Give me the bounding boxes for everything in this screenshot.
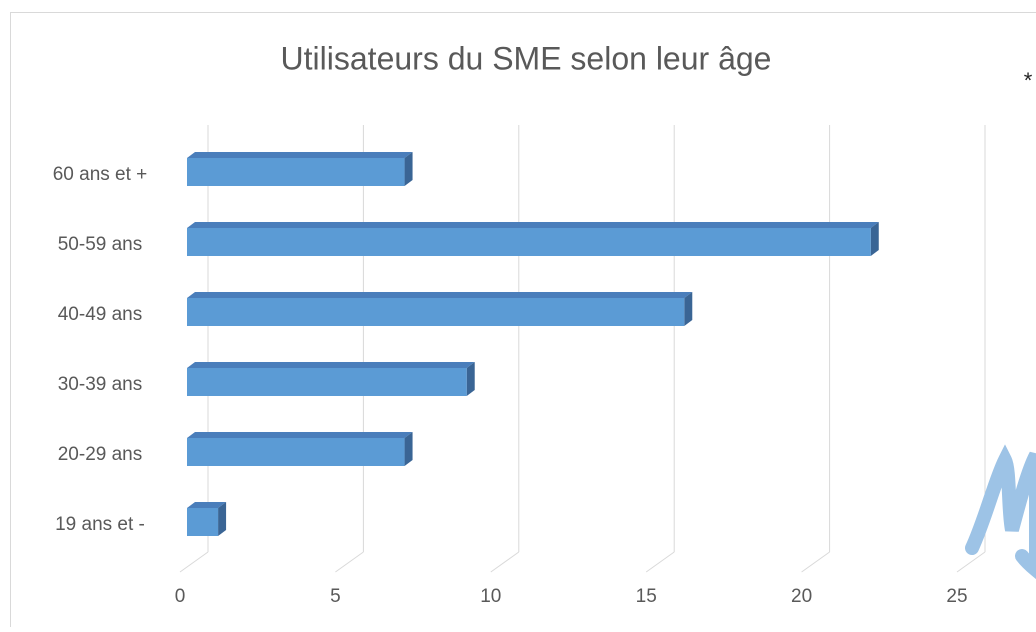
bar [187, 502, 226, 536]
bar-top [187, 292, 692, 298]
bar [187, 152, 413, 186]
x-tick-label: 15 [636, 586, 657, 607]
bar-side [405, 152, 413, 186]
bar-front [187, 298, 684, 326]
bar-side [684, 292, 692, 326]
y-tick-label: 19 ans et - [55, 514, 145, 535]
bar-side [405, 432, 413, 466]
y-tick-label: 30-39 ans [58, 374, 143, 395]
x-tick-label: 10 [480, 586, 501, 607]
bar-top [187, 362, 475, 368]
bar-front [187, 368, 467, 396]
bar-side [467, 362, 475, 396]
x-tick-label: 0 [175, 586, 186, 607]
bar-front [187, 228, 871, 256]
bar-top [187, 222, 879, 228]
y-tick-label: 40-49 ans [58, 304, 143, 325]
bar [187, 292, 692, 326]
x-tick-label: 25 [946, 586, 967, 607]
bar-front [187, 438, 405, 466]
bar-top [187, 152, 413, 158]
bar [187, 432, 413, 466]
chart-title: Utilisateurs du SME selon leur âge [281, 40, 772, 76]
bar-side [871, 222, 879, 256]
annotation: * [1024, 68, 1033, 93]
bar [187, 362, 475, 396]
x-tick-label: 5 [330, 586, 341, 607]
bar [187, 222, 879, 256]
bar-front [187, 508, 218, 536]
y-tick-label: 50-59 ans [58, 234, 143, 255]
x-tick-label: 20 [791, 586, 812, 607]
bar-top [187, 432, 413, 438]
bar-front [187, 158, 405, 186]
y-tick-label: 20-29 ans [58, 444, 143, 465]
y-tick-label: 60 ans et + [53, 164, 148, 185]
